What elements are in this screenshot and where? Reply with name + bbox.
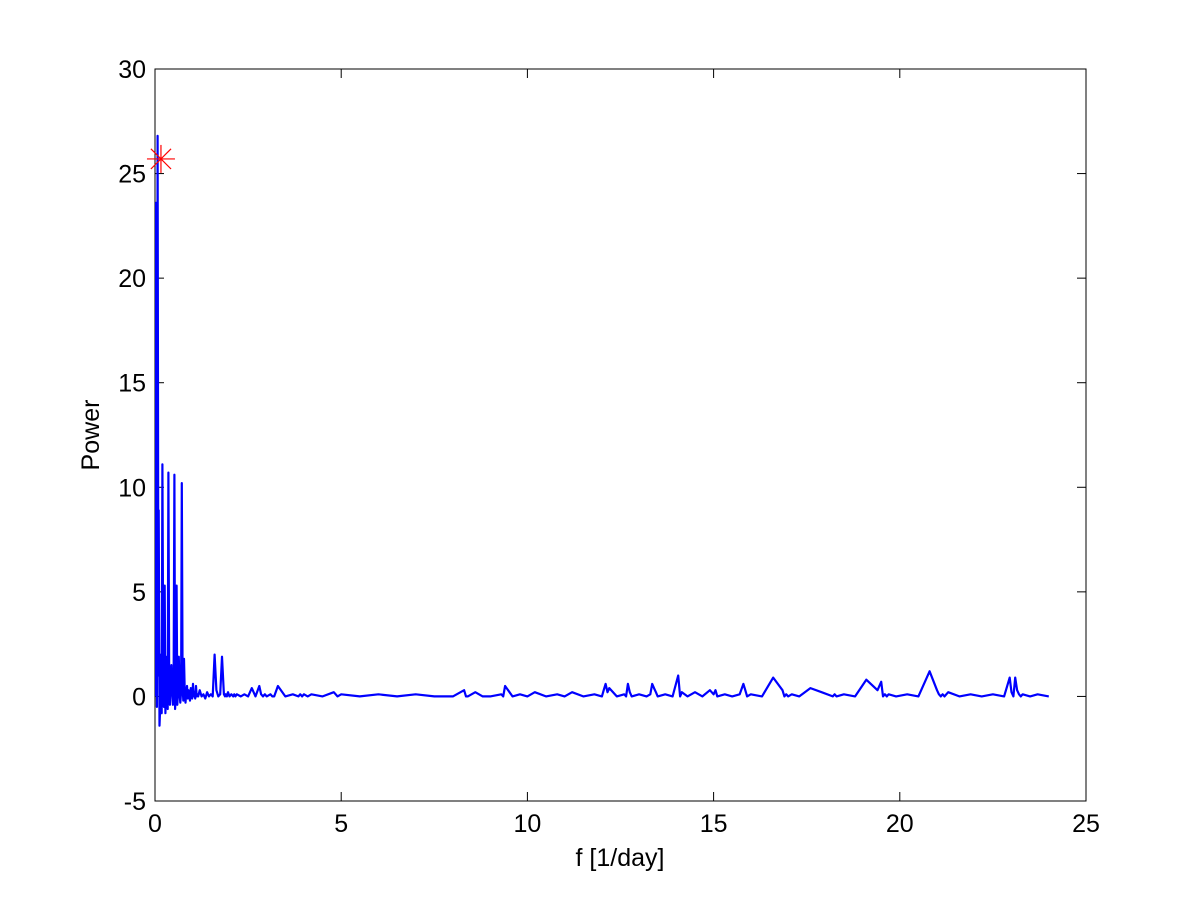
y-tick-label: 20 [118,265,146,293]
peak-marker [146,144,175,173]
y-axis-ticks: -5 0 5 10 15 20 25 30 [118,56,1086,816]
y-tick-label: 10 [118,474,146,502]
power-spectrum-line [155,134,1050,727]
x-tick-label: 10 [513,810,541,838]
series-layer [155,134,1050,727]
y-tick-label: 5 [132,579,146,607]
y-axis-label: Power [77,400,105,471]
x-tick-label: 0 [148,810,162,838]
y-tick-label: 30 [118,56,146,84]
x-axis-ticks: 0 5 10 15 20 25 [148,69,1100,838]
y-tick-label: 15 [118,370,146,398]
x-tick-label: 20 [886,810,914,838]
x-axis-label: f [1/day] [576,844,665,872]
x-tick-label: 25 [1072,810,1100,838]
x-tick-label: 15 [700,810,728,838]
marker-layer [146,144,175,173]
x-tick-label: 5 [334,810,348,838]
axes-box [154,68,1087,802]
y-tick-label: -5 [124,788,146,816]
y-tick-label: 0 [132,683,146,711]
y-tick-label: 25 [118,161,146,189]
